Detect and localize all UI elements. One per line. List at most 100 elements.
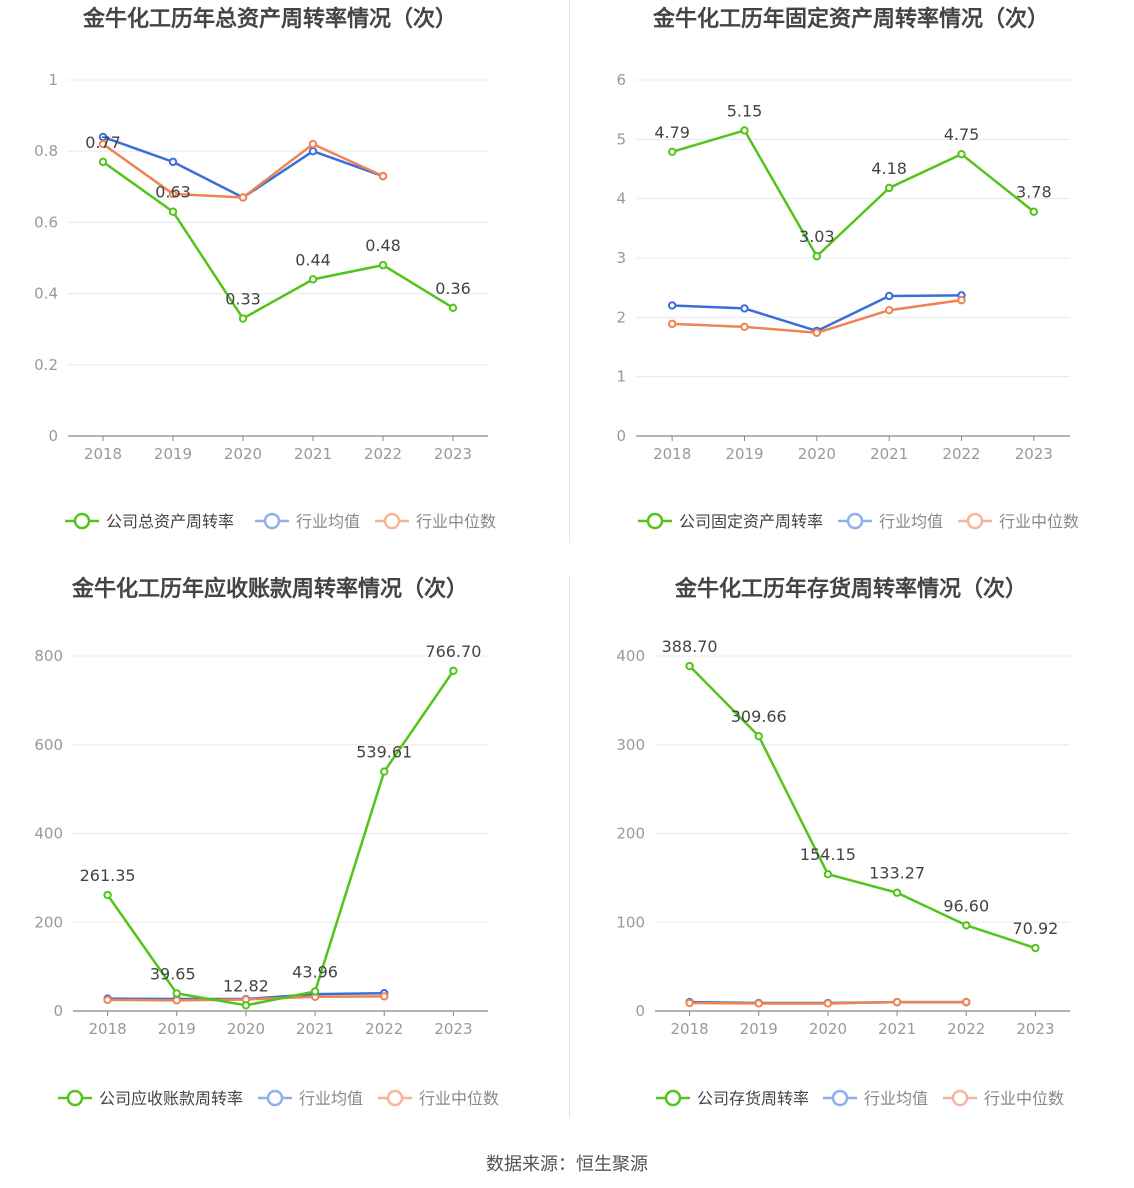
y-tick-label: 800 [34,647,63,665]
legend-marker [386,1089,404,1107]
data-label: 261.35 [80,866,136,885]
x-tick-label: 2020 [227,1020,265,1038]
data-label: 4.79 [654,123,690,142]
data-point-industry_avg [740,304,749,313]
data-label: 43.96 [292,962,338,981]
x-tick-label: 2019 [154,445,192,463]
data-point-company [754,731,763,741]
data-point-company [667,147,677,156]
data-point-company [884,183,894,193]
data-source-note: 数据来源：恒生聚源 [486,1154,648,1175]
legend-label: 行业中位数 [999,512,1079,531]
data-point-company [310,987,320,996]
data-point-industry_median [740,322,749,332]
y-tick-label: 0 [53,1002,63,1020]
legend-label: 行业中位数 [984,1089,1064,1108]
data-point-company [238,314,248,323]
x-tick-label: 2019 [725,445,763,463]
y-tick-label: 1 [48,71,58,89]
data-label: 766.70 [425,642,481,661]
divider-bottom [569,575,570,1118]
data-point-company [380,767,389,776]
data-label: 0.48 [365,236,401,255]
legend-item-industry_median: 行业中位数 [958,512,1079,531]
data-label: 39.65 [150,964,196,983]
data-label: 0.77 [85,133,121,152]
data-point-industry_median [823,999,833,1008]
chart-panel-inventory: 金牛化工历年存货周转率情况（次） 0 100 200 300 400 2018 2019 202… [568,570,1134,1130]
legend-label: 公司应收账款周转率 [99,1089,243,1108]
legend-item-company: 公司总资产周转率 [65,512,234,531]
chart-panel-fixed-assets: 金牛化工历年固定资产周转率情况（次） 0 1 2 3 4 5 6 2018 2019 2020 202… [568,0,1134,545]
divider-top [569,0,570,543]
x-tick-label: 2020 [224,445,262,463]
y-tick-label: 600 [34,736,63,754]
data-point-company [448,303,458,313]
data-point-company [740,126,749,135]
legend-marker [846,512,864,530]
chart-panel-total-assets: 金牛化工历年总资产周转率情况（次） 0 0.2 0.4 0.6 0.8 1 2018 2019 2… [0,0,568,545]
legend-marker [831,1089,849,1107]
y-tick-label: 0.4 [34,285,58,303]
data-point-company [892,888,902,897]
x-tick-label: 2018 [84,445,122,463]
data-label: 4.18 [871,159,907,178]
x-tick-label: 2018 [88,1020,126,1038]
data-point-company [962,921,971,930]
legend-marker [646,512,664,530]
legend-item-industry_median: 行业中位数 [375,512,496,531]
legend-item-industry_avg: 行业均值 [255,512,360,531]
legend-label: 公司固定资产周转率 [679,512,823,531]
legend-marker [266,1089,284,1107]
data-point-industry_median [378,171,388,181]
data-label: 0.44 [295,250,331,269]
legend-label: 行业均值 [864,1089,928,1108]
legend-marker [966,512,984,530]
y-tick-label: 200 [34,913,63,931]
y-tick-label: 4 [616,190,626,208]
data-label: 5.15 [727,101,763,120]
data-point-industry_median [380,992,389,1001]
data-label: 3.03 [799,227,835,246]
data-point-industry_median [892,997,902,1007]
data-point-industry_median [98,139,108,149]
series-line-company [106,670,455,1007]
data-point-company [957,149,966,159]
x-tick-label: 2023 [1016,1020,1054,1038]
legend-item-industry_avg: 行业均值 [258,1089,363,1108]
x-tick-label: 2018 [653,445,691,463]
y-tick-label: 0 [616,427,626,445]
legend-marker [383,512,401,530]
legend-label: 行业中位数 [419,1089,499,1108]
data-label: 0.33 [225,290,261,309]
series-line-company [688,665,1036,950]
data-point-company [685,661,694,671]
y-tick-label: 400 [616,647,645,665]
x-tick-label: 2021 [870,445,908,463]
data-point-company [241,1001,251,1010]
y-tick-label: 6 [616,71,626,89]
data-point-industry_median [754,999,763,1008]
series-line-company [102,160,454,320]
data-point-company [1029,207,1039,216]
chart-panel-receivables: 金牛化工历年应收账款周转率情况（次） 0 200 400 600 800 2018 2019 2… [0,570,568,1130]
x-tick-label: 2023 [434,1020,472,1038]
legend-item-industry_median: 行业中位数 [943,1089,1064,1108]
series-line-company [671,129,1035,258]
x-tick-label: 2022 [364,445,402,463]
data-point-company [1031,943,1040,953]
data-point-industry_median [308,139,318,149]
legend-item-company: 公司固定资产周转率 [638,512,823,531]
chart-title: 金牛化工历年应收账款周转率情况（次） [71,576,468,602]
x-tick-label: 2019 [740,1020,778,1038]
data-label: 0.36 [435,279,471,298]
y-tick-label: 300 [616,736,645,754]
legend-item-industry_avg: 行业均值 [838,512,943,531]
data-point-industry_median [812,328,822,337]
y-tick-label: 0.8 [34,142,58,160]
y-tick-label: 400 [34,825,63,843]
y-tick-label: 0.6 [34,213,58,231]
data-point-industry_median [667,319,677,329]
x-tick-label: 2022 [942,445,980,463]
chart-title: 金牛化工历年存货周转率情况（次） [674,576,1027,602]
